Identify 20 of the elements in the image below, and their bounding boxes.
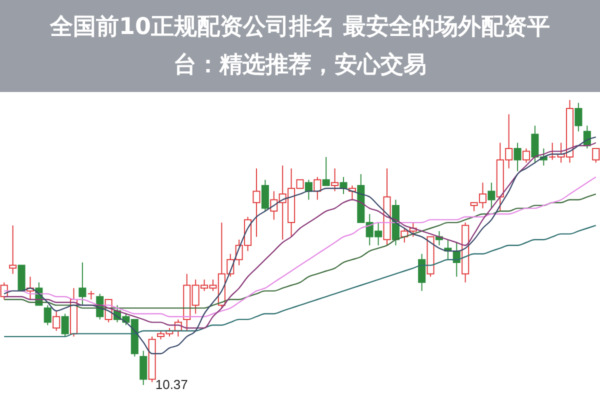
candlestick (331, 168, 339, 192)
candlestick (340, 176, 348, 195)
candlestick (140, 350, 148, 386)
candlestick (522, 148, 530, 164)
candlestick (304, 179, 312, 200)
candlestick (261, 179, 269, 212)
candlestick (78, 262, 86, 306)
candlestick (548, 142, 556, 160)
candlestick (574, 102, 582, 132)
candlestick (592, 148, 600, 164)
annotation: 10.37 (155, 377, 188, 392)
candlestick (322, 156, 330, 186)
candlestick (52, 310, 60, 332)
candlestick (9, 224, 17, 274)
candlestick (61, 313, 69, 338)
candlestick (418, 253, 426, 292)
candlestick (252, 168, 260, 238)
candlestick (44, 304, 52, 326)
candlestick (514, 142, 522, 172)
candlestick (488, 182, 496, 209)
